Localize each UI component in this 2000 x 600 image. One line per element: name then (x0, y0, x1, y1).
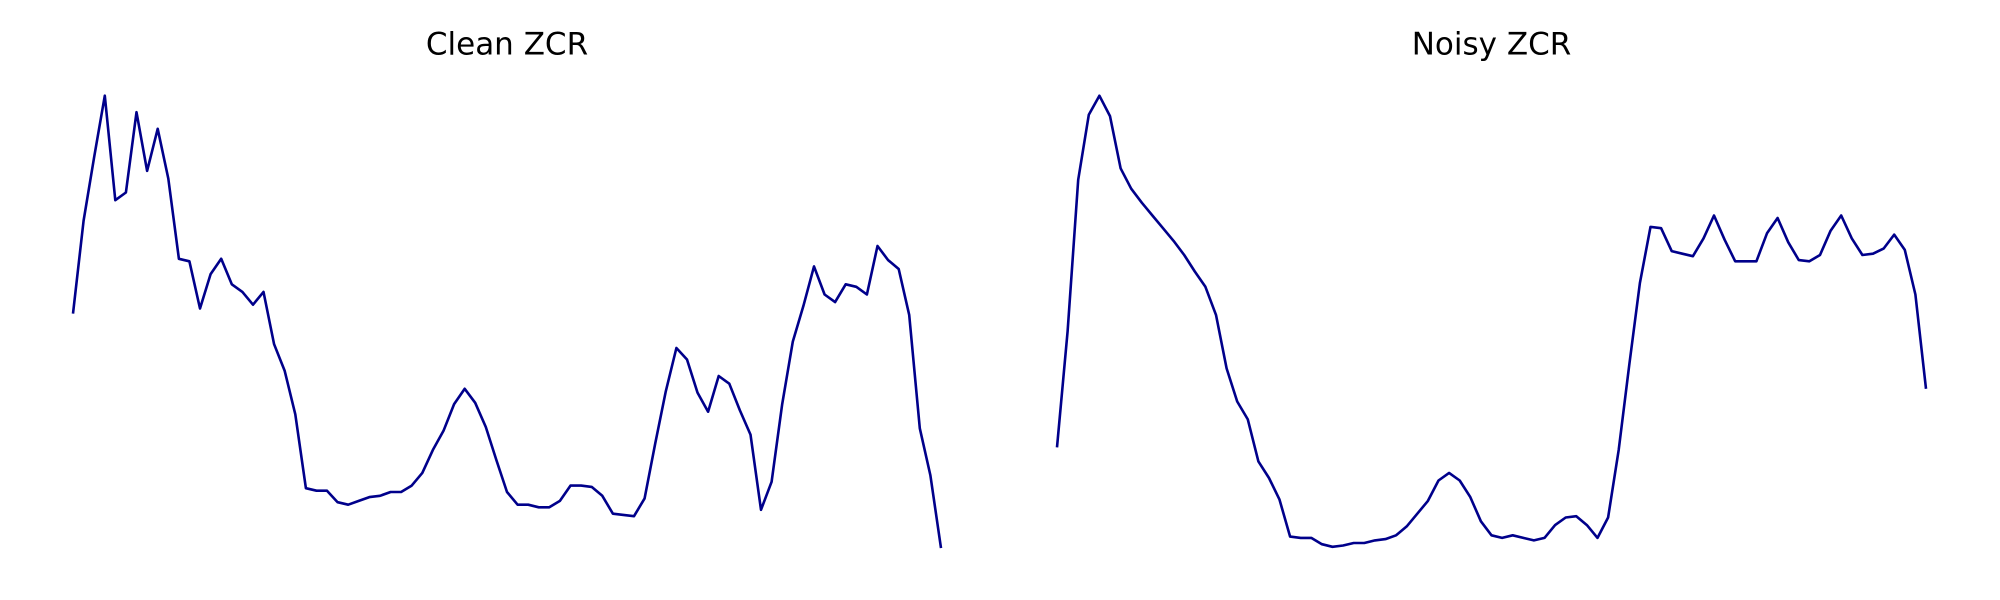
chart-title: Clean ZCR (426, 27, 588, 63)
line-series (1055, 94, 1928, 549)
line-series (71, 94, 943, 549)
chart-title: Noisy ZCR (1412, 27, 1572, 63)
